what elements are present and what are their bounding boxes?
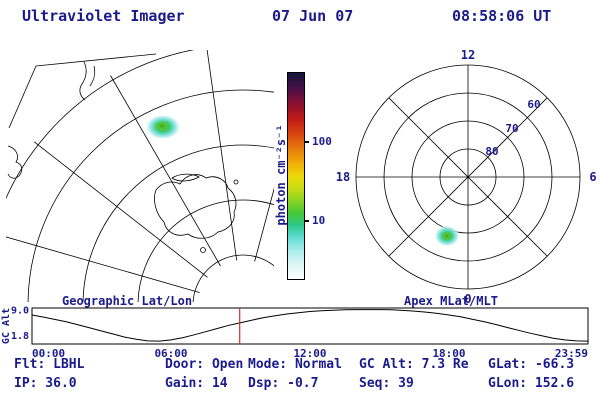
map-graticule	[6, 50, 274, 302]
status-glat: GLat: -66.3	[488, 357, 575, 372]
mlat-label-60: 60	[527, 98, 540, 111]
mlt-label-6: 6	[589, 170, 596, 184]
xtick-0600: 06:00	[154, 347, 187, 360]
gc-alt-strip-chart: GC Alt 9.0 1.8 00:00 06:00 12:00 18:00 2…	[1, 306, 589, 360]
ytick-1-8: 1.8	[11, 331, 29, 342]
coastlines	[7, 61, 239, 253]
xtick-2359: 23:59	[555, 347, 588, 360]
status-mode: Mode: Normal	[248, 357, 342, 372]
observation-date: 07 Jun 07	[272, 7, 354, 25]
xtick-0000: 00:00	[32, 347, 65, 360]
mlt-label-18: 18	[336, 170, 350, 184]
status-dsp: Dsp: -0.7	[248, 376, 319, 391]
status-glon: GLon: 152.6	[488, 376, 575, 391]
colorbar-label-10: 10	[312, 214, 326, 227]
xtick-1800: 18:00	[432, 347, 465, 360]
status-gc-alt: GC Alt: 7.3 Re	[359, 357, 469, 372]
polar-grid	[355, 64, 581, 290]
colorbar-units-label: photon cm⁻²s⁻¹	[274, 124, 288, 226]
colorbar-label-100: 100	[312, 135, 332, 148]
status-seq: Seq: 39	[359, 376, 414, 391]
colorbar-tick-100	[304, 141, 309, 143]
mlt-label-12: 12	[461, 48, 475, 62]
mlt-label-0: 0	[464, 292, 471, 306]
status-readouts: Flt: LBHL Door: Open Mode: Normal GC Alt…	[14, 357, 594, 395]
ytick-9: 9.0	[11, 306, 29, 317]
apex-plot-caption: Apex MLat/MLT	[404, 294, 498, 308]
app-title: Ultraviolet Imager	[22, 7, 185, 25]
altitude-curve	[31, 309, 589, 342]
observation-time: 08:58:06 UT	[452, 7, 552, 25]
mlat-label-80: 80	[485, 145, 498, 158]
status-gain: Gain: 14	[165, 376, 228, 391]
status-flt: Flt: LBHL	[14, 357, 85, 372]
apex-polar-plot: 12 0 18 6 60 70 80	[336, 48, 597, 306]
mlat-label-70: 70	[505, 122, 518, 135]
aurora-emission-geo	[145, 114, 181, 140]
xtick-1200: 12:00	[293, 347, 326, 360]
intensity-colorbar	[287, 72, 305, 280]
strip-ylabel: GC Alt	[1, 308, 12, 344]
status-ip: IP: 36.0	[14, 376, 77, 391]
geo-plot-caption: Geographic Lat/Lon	[62, 294, 193, 308]
status-door: Door: Open	[165, 357, 244, 372]
colorbar-tick-10	[304, 220, 309, 222]
geographic-map-plot	[6, 50, 274, 302]
aurora-emission-apex	[434, 225, 460, 247]
